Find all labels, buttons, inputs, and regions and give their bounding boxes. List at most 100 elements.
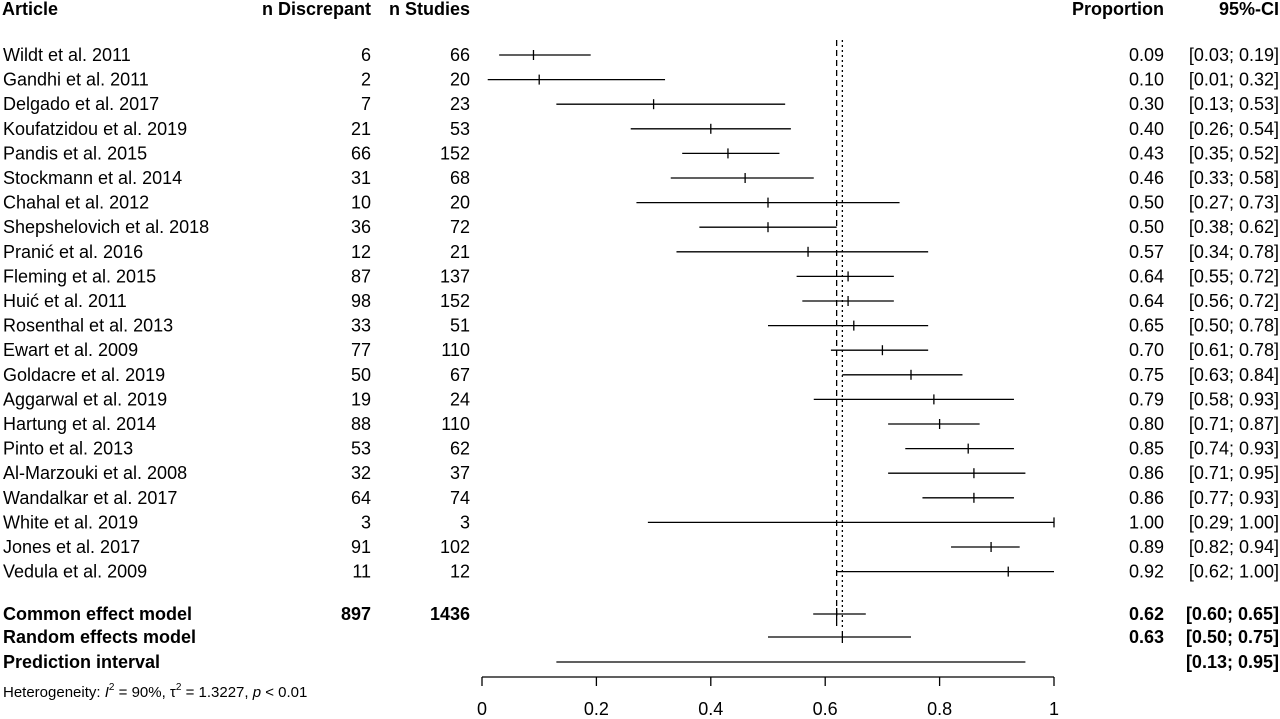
header-n-studies: n Studies xyxy=(389,0,470,19)
x-axis: 0 0.2 0.4 0.6 0.8 1 xyxy=(477,676,1059,719)
study-n-studies: 137 xyxy=(440,266,470,286)
study-row: Pandis et al. 2015 66 152 0.43 [0.35; 0.52] xyxy=(3,143,1279,163)
study-proportion: 0.65 xyxy=(1129,316,1164,336)
study-proportion: 0.92 xyxy=(1129,562,1164,582)
study-n-discrepant: 12 xyxy=(351,242,371,262)
study-name: Shepshelovich et al. 2018 xyxy=(3,217,209,237)
study-proportion: 0.50 xyxy=(1129,217,1164,237)
common-n-studies: 1436 xyxy=(430,604,470,624)
study-n-studies: 53 xyxy=(450,119,470,139)
tau2-symbol: τ xyxy=(170,684,176,701)
study-name: Huić et al. 2011 xyxy=(3,291,127,311)
study-name: Rosenthal et al. 2013 xyxy=(3,316,173,336)
study-n-studies: 21 xyxy=(450,242,470,262)
x-axis-tick-label: 0.4 xyxy=(698,699,723,719)
i2-superscript: 2 xyxy=(109,682,115,693)
study-n-discrepant: 91 xyxy=(351,537,371,557)
study-row: Aggarwal et al. 2019 19 24 0.79 [0.58; 0.93] xyxy=(3,389,1279,409)
study-row: Gandhi et al. 2011 2 20 0.10 [0.01; 0.32] xyxy=(3,70,1279,90)
study-proportion: 0.46 xyxy=(1129,168,1164,188)
study-proportion: 0.86 xyxy=(1129,463,1164,483)
study-proportion: 0.09 xyxy=(1129,45,1164,65)
study-row: Jones et al. 2017 91 102 0.89 [0.82; 0.94] xyxy=(3,537,1279,557)
study-n-studies: 51 xyxy=(450,316,470,336)
study-n-discrepant: 53 xyxy=(351,439,371,459)
study-n-studies: 20 xyxy=(450,193,470,213)
study-n-discrepant: 21 xyxy=(351,119,371,139)
study-n-discrepant: 98 xyxy=(351,291,371,311)
study-ci: [0.74; 0.93] xyxy=(1189,439,1279,459)
tau2-value: = 1.3227, xyxy=(181,684,252,701)
summary-rows: Common effect model 897 1436 0.62 [0.60; 0.6… xyxy=(3,604,1279,672)
study-ci: [0.62; 1.00] xyxy=(1189,562,1279,582)
common-effect-label: Common effect model xyxy=(3,604,192,624)
header-proportion: Proportion xyxy=(1072,0,1164,19)
x-axis-tick-label: 0 xyxy=(477,699,487,719)
study-ci: [0.56; 0.72] xyxy=(1189,291,1279,311)
heterogeneity-text: Heterogeneity: I2 = 90%, τ2 = 1.3227, p … xyxy=(3,682,307,701)
study-row: Wandalkar et al. 2017 64 74 0.86 [0.77; 0.93… xyxy=(3,488,1279,508)
pooled-estimate-lines xyxy=(835,40,844,630)
study-row: Chahal et al. 2012 10 20 0.50 [0.27; 0.73] xyxy=(3,193,1279,213)
study-name: Hartung et al. 2014 xyxy=(3,414,156,434)
study-ci: [0.55; 0.72] xyxy=(1189,266,1279,286)
study-ci: [0.38; 0.62] xyxy=(1189,217,1279,237)
study-row: White et al. 2019 3 3 1.00 [0.29; 1.00] xyxy=(3,512,1279,532)
study-n-studies: 102 xyxy=(440,537,470,557)
study-name: Fleming et al. 2015 xyxy=(3,266,156,286)
study-name: Vedula et al. 2009 xyxy=(3,562,147,582)
study-row: Rosenthal et al. 2013 33 51 0.65 [0.50; 0.78… xyxy=(3,316,1279,336)
common-proportion: 0.62 xyxy=(1129,604,1164,624)
study-name: White et al. 2019 xyxy=(3,512,138,532)
study-name: Koufatzidou et al. 2019 xyxy=(3,119,187,139)
study-n-discrepant: 7 xyxy=(361,94,371,114)
study-n-discrepant: 64 xyxy=(351,488,371,508)
x-axis-tick-label: 0.2 xyxy=(584,699,609,719)
study-proportion: 1.00 xyxy=(1129,512,1164,532)
study-n-discrepant: 19 xyxy=(351,389,371,409)
study-row: Pinto et al. 2013 53 62 0.85 [0.74; 0.93] xyxy=(3,439,1279,459)
study-ci: [0.71; 0.87] xyxy=(1189,414,1279,434)
study-proportion: 0.64 xyxy=(1129,266,1164,286)
study-name: Pinto et al. 2013 xyxy=(3,439,133,459)
study-name: Goldacre et al. 2019 xyxy=(3,365,165,385)
tau2-superscript: 2 xyxy=(176,682,182,693)
i2-symbol: I xyxy=(105,684,109,701)
study-proportion: 0.50 xyxy=(1129,193,1164,213)
study-name: Pandis et al. 2015 xyxy=(3,143,147,163)
study-n-studies: 68 xyxy=(450,168,470,188)
study-proportion: 0.70 xyxy=(1129,340,1164,360)
study-proportion: 0.79 xyxy=(1129,389,1164,409)
study-proportion: 0.89 xyxy=(1129,537,1164,557)
study-proportion: 0.64 xyxy=(1129,291,1164,311)
study-n-discrepant: 33 xyxy=(351,316,371,336)
study-n-discrepant: 88 xyxy=(351,414,371,434)
x-axis-tick-label: 0.8 xyxy=(927,699,952,719)
study-n-studies: 37 xyxy=(450,463,470,483)
study-ci: [0.58; 0.93] xyxy=(1189,389,1279,409)
header-article: Article xyxy=(2,0,58,19)
study-name: Al-Marzouki et al. 2008 xyxy=(3,463,187,483)
study-ci: [0.29; 1.00] xyxy=(1189,512,1279,532)
study-proportion: 0.75 xyxy=(1129,365,1164,385)
study-row: Pranić et al. 2016 12 21 0.57 [0.34; 0.78] xyxy=(3,242,1279,262)
study-ci: [0.77; 0.93] xyxy=(1189,488,1279,508)
study-name: Ewart et al. 2009 xyxy=(3,340,138,360)
header-95ci: 95%-CI xyxy=(1219,0,1279,19)
study-row: Wildt et al. 2011 6 66 0.09 [0.03; 0.19] xyxy=(3,45,1279,65)
study-n-discrepant: 32 xyxy=(351,463,371,483)
study-n-studies: 12 xyxy=(450,562,470,582)
study-n-discrepant: 11 xyxy=(352,562,371,582)
i2-value: = 90%, xyxy=(114,684,169,701)
study-ci: [0.61; 0.78] xyxy=(1189,340,1279,360)
study-n-studies: 152 xyxy=(440,291,470,311)
study-ci: [0.63; 0.84] xyxy=(1189,365,1279,385)
study-row: Al-Marzouki et al. 2008 32 37 0.86 [0.71; 0.… xyxy=(3,463,1279,483)
study-proportion: 0.86 xyxy=(1129,488,1164,508)
study-row: Goldacre et al. 2019 50 67 0.75 [0.63; 0.84] xyxy=(3,365,1279,385)
study-n-discrepant: 3 xyxy=(361,512,371,532)
study-ci: [0.34; 0.78] xyxy=(1189,242,1279,262)
study-n-studies: 62 xyxy=(450,439,470,459)
prediction-interval-ci: [0.13; 0.95] xyxy=(1186,652,1279,672)
